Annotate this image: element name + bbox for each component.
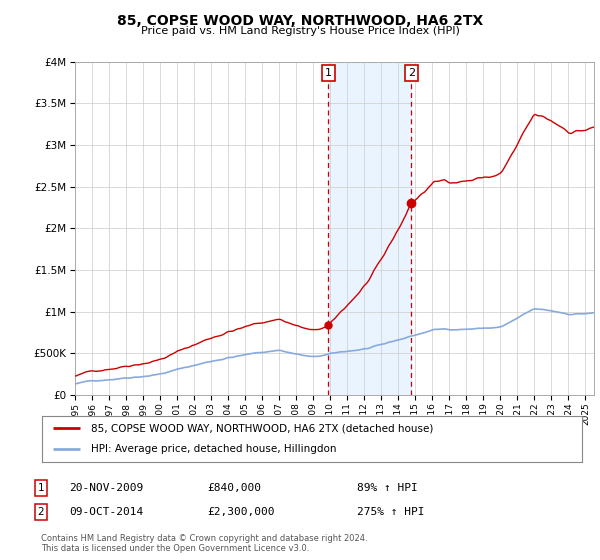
Text: 2: 2: [408, 68, 415, 78]
Text: £840,000: £840,000: [207, 483, 261, 493]
Text: 89% ↑ HPI: 89% ↑ HPI: [357, 483, 418, 493]
Text: Contains HM Land Registry data © Crown copyright and database right 2024.
This d: Contains HM Land Registry data © Crown c…: [41, 534, 367, 553]
Text: 85, COPSE WOOD WAY, NORTHWOOD, HA6 2TX: 85, COPSE WOOD WAY, NORTHWOOD, HA6 2TX: [117, 14, 483, 28]
Text: 275% ↑ HPI: 275% ↑ HPI: [357, 507, 425, 517]
Text: £2,300,000: £2,300,000: [207, 507, 275, 517]
Bar: [328, 62, 412, 395]
Text: Price paid vs. HM Land Registry's House Price Index (HPI): Price paid vs. HM Land Registry's House …: [140, 26, 460, 36]
Text: 2: 2: [37, 507, 44, 517]
Text: 20-NOV-2009: 20-NOV-2009: [69, 483, 143, 493]
Text: 1: 1: [37, 483, 44, 493]
Text: 09-OCT-2014: 09-OCT-2014: [69, 507, 143, 517]
Text: 85, COPSE WOOD WAY, NORTHWOOD, HA6 2TX (detached house): 85, COPSE WOOD WAY, NORTHWOOD, HA6 2TX (…: [91, 423, 433, 433]
Text: HPI: Average price, detached house, Hillingdon: HPI: Average price, detached house, Hill…: [91, 445, 336, 455]
Text: 1: 1: [325, 68, 332, 78]
